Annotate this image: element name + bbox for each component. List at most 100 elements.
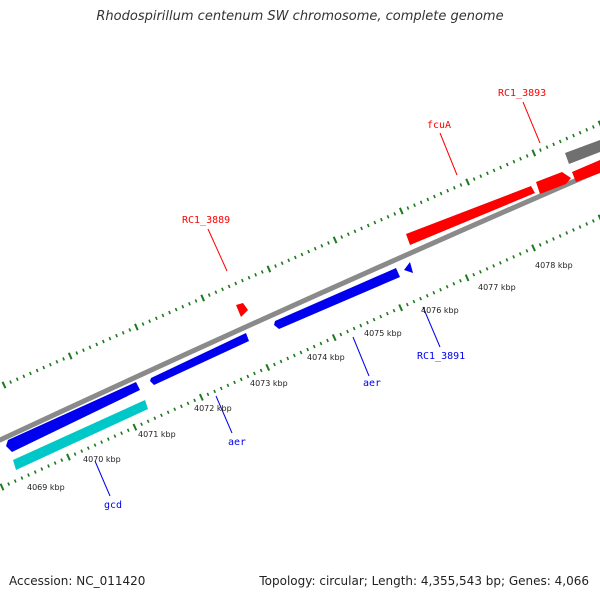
inner-tick-mark: [464, 274, 470, 282]
outer-tick-mark: [558, 139, 562, 144]
outer-tick-mark: [373, 220, 377, 225]
outer-tick-mark: [67, 352, 73, 360]
outer-tick-mark: [181, 304, 185, 309]
outer-tick-mark: [472, 177, 476, 181]
gene-feature-grey[interactable]: [565, 140, 600, 164]
outer-tick-mark: [380, 217, 383, 222]
leader-rc1-3893: [522, 101, 541, 144]
inner-tick-mark: [20, 476, 24, 480]
inner-tick-mark: [459, 278, 462, 283]
leader-fcua: [439, 132, 458, 176]
outer-tick-mark: [121, 331, 125, 335]
inner-tick-mark: [40, 467, 44, 471]
inner-tick-mark: [591, 219, 595, 223]
outer-tick-mark: [486, 171, 489, 176]
outer-tick-mark: [241, 278, 244, 283]
inner-tick-mark: [346, 329, 349, 334]
gene-feature-rc1-3889[interactable]: [236, 303, 248, 317]
outer-tick-mark: [552, 142, 556, 147]
inner-tick-mark: [86, 446, 90, 450]
outer-tick-mark: [214, 290, 218, 295]
gene-feature-fcua[interactable]: [406, 186, 535, 245]
gene-feature-reverse-2[interactable]: [150, 333, 249, 385]
outer-tick-mark: [393, 212, 397, 216]
gene-feature-rc1-3893a[interactable]: [536, 172, 571, 194]
outer-tick-mark: [307, 249, 311, 254]
inner-tick-mark: [265, 363, 271, 372]
inner-tick-mark: [153, 416, 157, 421]
inner-tick-mark: [385, 311, 389, 316]
outer-tick-mark: [266, 265, 272, 273]
outer-tick-mark: [386, 214, 390, 219]
outer-tick-mark: [413, 203, 416, 208]
leader-aer-1: [352, 336, 370, 377]
outer-tick-mark: [29, 371, 32, 376]
outer-tick-mark: [148, 319, 152, 324]
outer-tick-mark: [88, 345, 92, 350]
inner-tick-mark: [140, 422, 143, 427]
inner-tick-mark: [113, 434, 117, 438]
inner-tick-mark: [452, 281, 456, 286]
outer-tick-mark: [512, 159, 516, 164]
inner-tick-mark: [578, 225, 582, 229]
outer-tick-mark: [499, 165, 503, 170]
leader-rc1-3889: [207, 228, 228, 272]
outer-tick-mark: [332, 236, 338, 244]
inner-tick-mark: [505, 258, 509, 262]
inner-tick-mark: [132, 423, 138, 431]
outer-tick-mark: [313, 246, 317, 251]
inner-tick-mark: [246, 374, 250, 379]
inner-tick-mark: [538, 243, 542, 247]
inner-tick-mark: [198, 393, 204, 401]
inner-tick-mark: [179, 404, 183, 409]
gene-label-rc1-3893: RC1_3893: [498, 88, 546, 99]
inner-tick-mark: [193, 398, 197, 403]
outer-tick-mark: [168, 310, 171, 315]
outer-tick-mark: [465, 178, 470, 186]
outer-tick-mark: [492, 168, 496, 173]
inner-tick-mark: [173, 407, 177, 412]
inner-tick-mark: [419, 296, 423, 301]
inner-tick-mark: [326, 338, 329, 343]
inner-tick-mark: [531, 244, 536, 252]
outer-tick-mark: [22, 374, 26, 379]
gene-label-gcd: gcd: [104, 500, 122, 511]
inner-tick-mark: [60, 458, 64, 462]
gene-label-aer-2: aer: [228, 437, 246, 448]
inner-tick-mark: [13, 479, 17, 483]
outer-tick-mark: [459, 183, 463, 187]
inner-tick-mark: [492, 264, 496, 268]
accession-label: Accession: NC_011420: [9, 574, 146, 588]
outer-tick-mark: [207, 293, 211, 297]
scale-label-4076: 4076 kbp: [421, 306, 459, 315]
outer-tick-mark: [565, 136, 569, 141]
gene-label-aer-1: aer: [363, 378, 381, 389]
outer-tick-mark: [597, 120, 600, 127]
inner-tick-mark: [299, 350, 303, 355]
inner-tick-mark: [597, 214, 600, 221]
inner-tick-mark: [512, 255, 516, 259]
gene-feature-rc1-3893b[interactable]: [572, 160, 600, 182]
inner-tick-mark: [219, 386, 223, 391]
outer-tick-mark: [154, 316, 158, 321]
inner-tick-mark: [439, 287, 442, 292]
scale-label-4075: 4075 kbp: [364, 329, 402, 338]
outer-tick-mark: [108, 336, 112, 341]
inner-tick-ring: [0, 214, 600, 491]
inner-tick-mark: [259, 368, 263, 373]
gene-label-fcua: fcuA: [427, 120, 451, 131]
outer-tick-mark: [1, 381, 7, 389]
inner-tick-mark: [213, 389, 217, 394]
gene-feature-rc1-3891[interactable]: [404, 262, 413, 273]
inner-tick-mark: [206, 392, 210, 397]
gene-feature-reverse-3[interactable]: [274, 268, 400, 329]
outer-tick-mark: [134, 323, 139, 331]
outer-tick-mark: [174, 307, 178, 312]
gene-feature-gcd[interactable]: [13, 400, 148, 470]
inner-tick-mark: [306, 347, 310, 352]
inner-tick-mark: [33, 470, 37, 474]
inner-tick-mark: [120, 431, 124, 436]
outer-tick-mark: [353, 229, 357, 234]
gene-feature-reverse-1[interactable]: [6, 382, 140, 452]
